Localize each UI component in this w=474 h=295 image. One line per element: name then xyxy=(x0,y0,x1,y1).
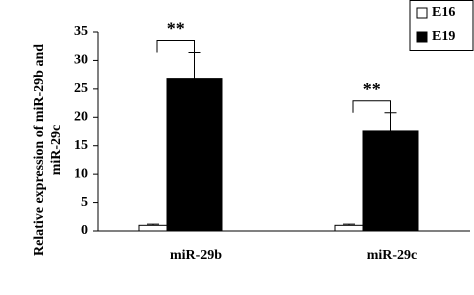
y-axis-label: Relative expression of miR-29b and xyxy=(32,44,47,256)
error-bar xyxy=(188,51,201,79)
error-bar xyxy=(343,223,355,226)
y-tick-label: 20 xyxy=(74,110,88,125)
bar xyxy=(166,78,223,232)
x-tick-label: miR-29c xyxy=(367,248,418,263)
x-tick-label: miR-29b xyxy=(170,248,222,263)
significance-label: ** xyxy=(363,79,381,99)
y-tick-label: 25 xyxy=(74,81,88,96)
legend-label: E19 xyxy=(432,29,455,44)
y-tick-label: 5 xyxy=(81,195,88,210)
error-bar xyxy=(147,223,159,226)
error-bar xyxy=(384,112,397,131)
significance-label: ** xyxy=(167,19,185,39)
significance-bracket xyxy=(352,100,391,113)
y-tick-label: 15 xyxy=(74,138,88,153)
legend-label: E16 xyxy=(432,5,455,20)
y-tick-label: 30 xyxy=(74,53,88,68)
bar xyxy=(138,224,168,232)
legend-swatch xyxy=(416,7,428,19)
y-axis-label: miR-29c xyxy=(49,125,64,176)
significance-bracket xyxy=(156,39,195,53)
y-tick-label: 0 xyxy=(81,223,88,238)
y-tick-label: 10 xyxy=(74,166,88,181)
bar xyxy=(334,224,364,232)
bar xyxy=(362,130,419,232)
legend-swatch xyxy=(416,31,428,43)
y-tick-label: 35 xyxy=(74,24,88,39)
